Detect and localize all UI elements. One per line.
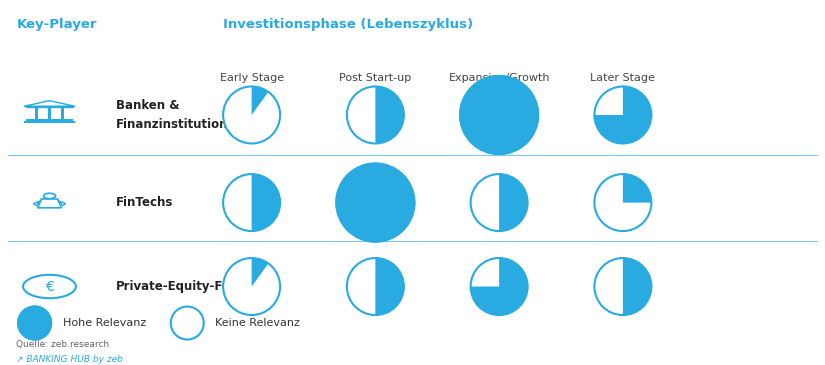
Bar [35, 106, 39, 119]
Text: Expansion/Growth: Expansion/Growth [448, 73, 550, 83]
Wedge shape [594, 87, 652, 143]
Text: Later Stage: Later Stage [591, 73, 655, 83]
Circle shape [337, 164, 414, 242]
Text: Early Stage: Early Stage [219, 73, 284, 83]
Circle shape [470, 258, 528, 315]
Text: Investitionsphase (Lebenszyklus): Investitionsphase (Lebenszyklus) [223, 18, 473, 31]
Wedge shape [623, 174, 652, 203]
Text: Finanzinstitutionen: Finanzinstitutionen [116, 118, 244, 131]
Text: Post Start-up: Post Start-up [339, 73, 412, 83]
Circle shape [171, 307, 204, 339]
Wedge shape [470, 258, 528, 315]
Circle shape [337, 164, 414, 242]
Text: FinTechs: FinTechs [116, 196, 173, 209]
Wedge shape [623, 258, 652, 315]
Text: Key-Player: Key-Player [16, 18, 97, 31]
Circle shape [223, 258, 281, 315]
Bar [60, 106, 64, 119]
Text: Keine Relevanz: Keine Relevanz [215, 318, 300, 328]
Circle shape [18, 307, 51, 339]
Circle shape [223, 87, 281, 143]
Circle shape [346, 258, 404, 315]
Bar [48, 106, 51, 119]
Circle shape [346, 87, 404, 143]
Circle shape [460, 76, 538, 154]
Circle shape [594, 174, 652, 231]
Text: Banken &: Banken & [116, 99, 179, 112]
Circle shape [460, 76, 538, 154]
Circle shape [594, 87, 652, 143]
Circle shape [18, 307, 51, 339]
Circle shape [223, 174, 281, 231]
Wedge shape [252, 87, 268, 115]
Wedge shape [252, 174, 280, 231]
Wedge shape [375, 87, 404, 143]
FancyArrow shape [26, 105, 73, 107]
Circle shape [470, 174, 528, 231]
Bar [24, 120, 75, 123]
Wedge shape [375, 258, 404, 315]
Text: Private-Equity-Fonds: Private-Equity-Fonds [116, 280, 254, 293]
Text: €: € [45, 280, 54, 293]
Wedge shape [252, 258, 268, 287]
Text: Quelle: zeb.research: Quelle: zeb.research [16, 340, 110, 349]
Wedge shape [499, 174, 528, 231]
Circle shape [594, 258, 652, 315]
Bar [26, 119, 73, 120]
Text: ↗ BANKING HUB by zeb: ↗ BANKING HUB by zeb [16, 355, 124, 364]
Text: Hohe Relevanz: Hohe Relevanz [63, 318, 146, 328]
